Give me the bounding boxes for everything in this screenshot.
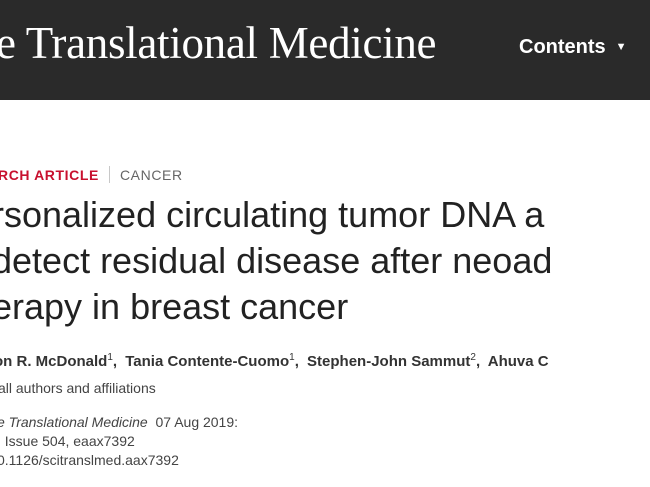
author-link[interactable]: Ahuva C [487,353,549,370]
article-title: rsonalized circulating tumor DNA a detec… [0,192,552,330]
citation-volume-issue: , Issue 504, eaax7392 [0,433,135,449]
article-type-label: RCH ARTICLE [0,167,99,183]
article-type-line: RCH ARTICLE CANCER [0,166,183,183]
divider [108,166,110,183]
title-line: detect residual disease after neoad [0,240,553,281]
journal-logo-title[interactable]: e Translational Medicine [0,18,437,68]
author-link[interactable]: Stephen-John Sammut [307,353,471,370]
doi-link[interactable]: 0.1126/scitranslmed.aax7392 [0,452,179,468]
contents-menu-button[interactable]: Contents ▼ [519,36,627,59]
affiliation-marker: 1 [107,352,113,363]
citation-block: e Translational Medicine 07 Aug 2019: , … [0,413,238,470]
affiliation-marker: 2 [470,352,476,363]
title-line: erapy in breast cancer [0,286,349,327]
affiliation-marker: 1 [289,352,295,363]
subject-link[interactable]: CANCER [119,167,183,183]
top-navigation-bar: e Translational Medicine Contents ▼ [0,0,650,100]
author-link[interactable]: Tania Contente-Cuomo [125,353,290,370]
citation-journal: e Translational Medicine [0,414,148,430]
author-link[interactable]: on R. McDonald [0,353,108,370]
citation-line: e Translational Medicine 07 Aug 2019: [0,413,238,432]
title-line: rsonalized circulating tumor DNA a [0,194,545,235]
citation-date: 07 Aug 2019: [155,414,239,430]
see-all-authors-link[interactable]: all authors and affiliations [0,380,156,396]
chevron-down-icon: ▼ [615,41,627,53]
author-list: on R. McDonald1, Tania Contente-Cuomo1, … [0,352,549,370]
contents-menu-label: Contents [519,36,606,58]
